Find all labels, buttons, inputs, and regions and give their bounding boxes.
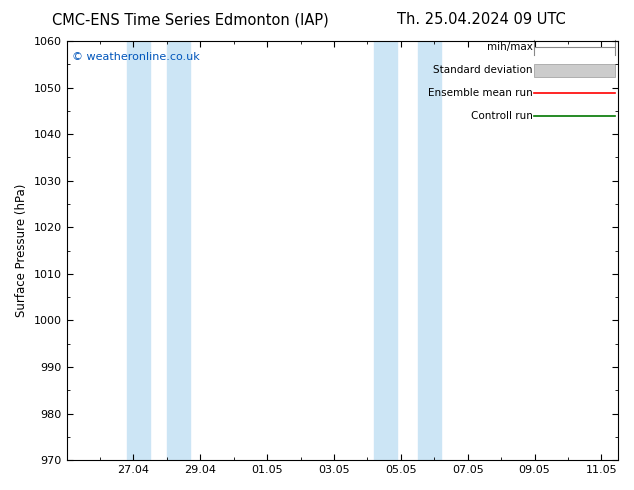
Bar	[167, 41, 190, 460]
Bar	[534, 64, 616, 77]
Text: min/max: min/max	[487, 42, 533, 52]
Bar	[374, 41, 398, 460]
Text: Ensemble mean run: Ensemble mean run	[428, 88, 533, 98]
Text: CMC-ENS Time Series Edmonton (IAP): CMC-ENS Time Series Edmonton (IAP)	[52, 12, 328, 27]
Y-axis label: Surface Pressure (hPa): Surface Pressure (hPa)	[15, 184, 28, 318]
Bar	[127, 41, 150, 460]
Text: Standard deviation: Standard deviation	[433, 65, 533, 75]
Bar	[418, 41, 441, 460]
Text: © weatheronline.co.uk: © weatheronline.co.uk	[72, 51, 200, 62]
Text: Controll run: Controll run	[470, 112, 533, 122]
Text: Th. 25.04.2024 09 UTC: Th. 25.04.2024 09 UTC	[398, 12, 566, 27]
